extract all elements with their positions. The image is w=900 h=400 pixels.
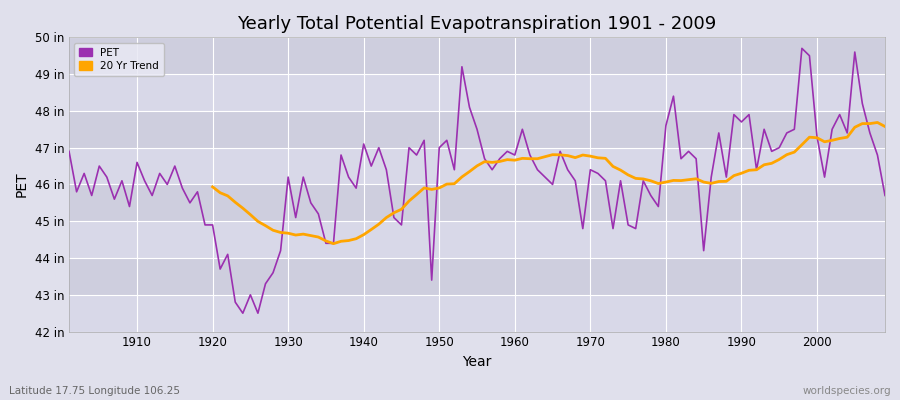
- Bar: [69, 258, 885, 295]
- Y-axis label: PET: PET: [15, 172, 29, 197]
- Text: Latitude 17.75 Longitude 106.25: Latitude 17.75 Longitude 106.25: [9, 386, 180, 396]
- Legend: PET, 20 Yr Trend: PET, 20 Yr Trend: [75, 42, 164, 76]
- Bar: [69, 295, 885, 332]
- Bar: [69, 221, 885, 258]
- X-axis label: Year: Year: [463, 355, 491, 369]
- Bar: [69, 111, 885, 148]
- Bar: [69, 184, 885, 221]
- Text: worldspecies.org: worldspecies.org: [803, 386, 891, 396]
- Bar: [69, 74, 885, 111]
- Title: Yearly Total Potential Evapotranspiration 1901 - 2009: Yearly Total Potential Evapotranspiratio…: [238, 15, 716, 33]
- Bar: [69, 148, 885, 184]
- Bar: [69, 37, 885, 74]
